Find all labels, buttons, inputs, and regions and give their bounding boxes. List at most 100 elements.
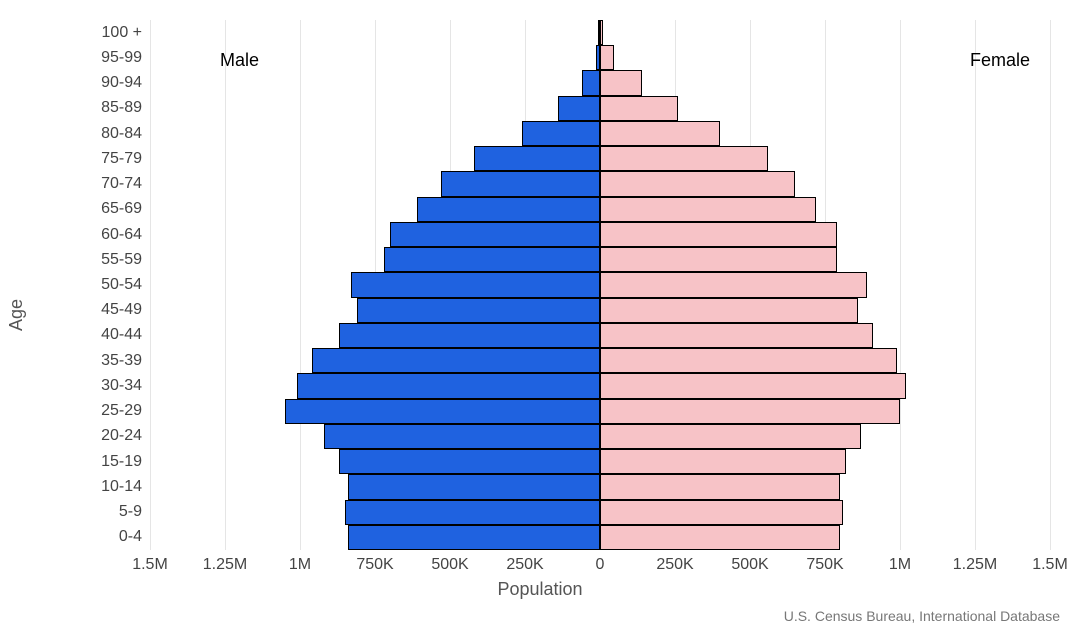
female-bar: [600, 348, 897, 373]
male-bar: [348, 474, 600, 499]
age-row: 85-89: [150, 96, 1050, 121]
x-tick-label: 1.25M: [203, 556, 247, 574]
female-bar: [600, 222, 837, 247]
female-bar: [600, 373, 906, 398]
x-tick-label: 500K: [431, 556, 468, 574]
female-bar: [600, 272, 867, 297]
female-bar: [600, 500, 843, 525]
x-tick-label: 1M: [889, 556, 911, 574]
female-bar: [600, 474, 840, 499]
female-bar: [600, 121, 720, 146]
male-bar: [297, 373, 600, 398]
y-tick-label: 25-29: [101, 402, 150, 420]
y-tick-label: 10-14: [101, 478, 150, 496]
y-tick-label: 65-69: [101, 200, 150, 218]
male-bar: [339, 449, 600, 474]
age-row: 55-59: [150, 247, 1050, 272]
male-bar: [357, 298, 600, 323]
female-bar: [600, 323, 873, 348]
y-tick-label: 5-9: [119, 503, 150, 521]
x-axis-ticks: 1.5M1.25M1M750K500K250K0250K500K750K1M1.…: [150, 550, 1050, 580]
y-tick-label: 50-54: [101, 276, 150, 294]
y-tick-label: 85-89: [101, 99, 150, 117]
y-tick-label: 95-99: [101, 49, 150, 67]
male-bar: [285, 399, 600, 424]
age-row: 95-99: [150, 45, 1050, 70]
age-row: 5-9: [150, 500, 1050, 525]
female-bar: [600, 399, 900, 424]
male-bar: [312, 348, 600, 373]
y-tick-label: 90-94: [101, 74, 150, 92]
female-series-label: Female: [970, 50, 1030, 71]
female-bar: [600, 20, 603, 45]
male-bar: [474, 146, 600, 171]
age-row: 70-74: [150, 171, 1050, 196]
x-tick-label: 750K: [806, 556, 843, 574]
female-bar: [600, 70, 642, 95]
y-tick-label: 20-24: [101, 427, 150, 445]
age-row: 15-19: [150, 449, 1050, 474]
y-tick-label: 15-19: [101, 453, 150, 471]
age-row: 60-64: [150, 222, 1050, 247]
age-row: 20-24: [150, 424, 1050, 449]
female-bar: [600, 171, 795, 196]
female-bar: [600, 298, 858, 323]
male-bar: [345, 500, 600, 525]
male-bar: [558, 96, 600, 121]
male-bar: [339, 323, 600, 348]
y-tick-label: 55-59: [101, 251, 150, 269]
x-tick-label: 1.25M: [953, 556, 997, 574]
male-bar: [582, 70, 600, 95]
x-tick-label: 1M: [289, 556, 311, 574]
age-row: 45-49: [150, 298, 1050, 323]
x-tick-label: 1.5M: [132, 556, 168, 574]
male-bar: [417, 197, 600, 222]
female-bar: [600, 146, 768, 171]
female-bar: [600, 525, 840, 550]
gridline: [1050, 20, 1051, 550]
male-bar: [348, 525, 600, 550]
age-row: 75-79: [150, 146, 1050, 171]
plot-area: 100 +95-9990-9485-8980-8475-7970-7465-69…: [150, 20, 1050, 550]
female-bar: [600, 45, 614, 70]
female-bar: [600, 424, 861, 449]
y-tick-label: 100 +: [102, 24, 150, 42]
y-tick-label: 75-79: [101, 150, 150, 168]
y-tick-label: 80-84: [101, 125, 150, 143]
female-bar: [600, 247, 837, 272]
age-row: 10-14: [150, 474, 1050, 499]
source-attribution: U.S. Census Bureau, International Databa…: [784, 608, 1060, 624]
male-bar: [522, 121, 600, 146]
age-row: 35-39: [150, 348, 1050, 373]
x-tick-label: 1.5M: [1032, 556, 1068, 574]
y-tick-label: 35-39: [101, 352, 150, 370]
male-bar: [351, 272, 600, 297]
age-row: 50-54: [150, 272, 1050, 297]
x-tick-label: 500K: [731, 556, 768, 574]
x-tick-label: 250K: [656, 556, 693, 574]
age-row: 30-34: [150, 373, 1050, 398]
x-axis-title: Population: [497, 579, 582, 600]
male-bar: [441, 171, 600, 196]
male-bar: [324, 424, 600, 449]
y-tick-label: 30-34: [101, 377, 150, 395]
age-row: 0-4: [150, 525, 1050, 550]
female-bar: [600, 197, 816, 222]
female-bar: [600, 449, 846, 474]
age-row: 90-94: [150, 70, 1050, 95]
y-tick-label: 0-4: [119, 528, 150, 546]
age-row: 100 +: [150, 20, 1050, 45]
male-bar: [390, 222, 600, 247]
x-tick-label: 0: [596, 556, 605, 574]
age-row: 40-44: [150, 323, 1050, 348]
y-tick-label: 45-49: [101, 301, 150, 319]
y-tick-label: 70-74: [101, 175, 150, 193]
y-axis-title: Age: [6, 299, 27, 331]
female-bar: [600, 96, 678, 121]
y-tick-label: 40-44: [101, 326, 150, 344]
population-pyramid-chart: Age Population U.S. Census Bureau, Inter…: [0, 0, 1080, 630]
male-series-label: Male: [220, 50, 259, 71]
y-tick-label: 60-64: [101, 226, 150, 244]
x-tick-label: 250K: [506, 556, 543, 574]
x-tick-label: 750K: [356, 556, 393, 574]
